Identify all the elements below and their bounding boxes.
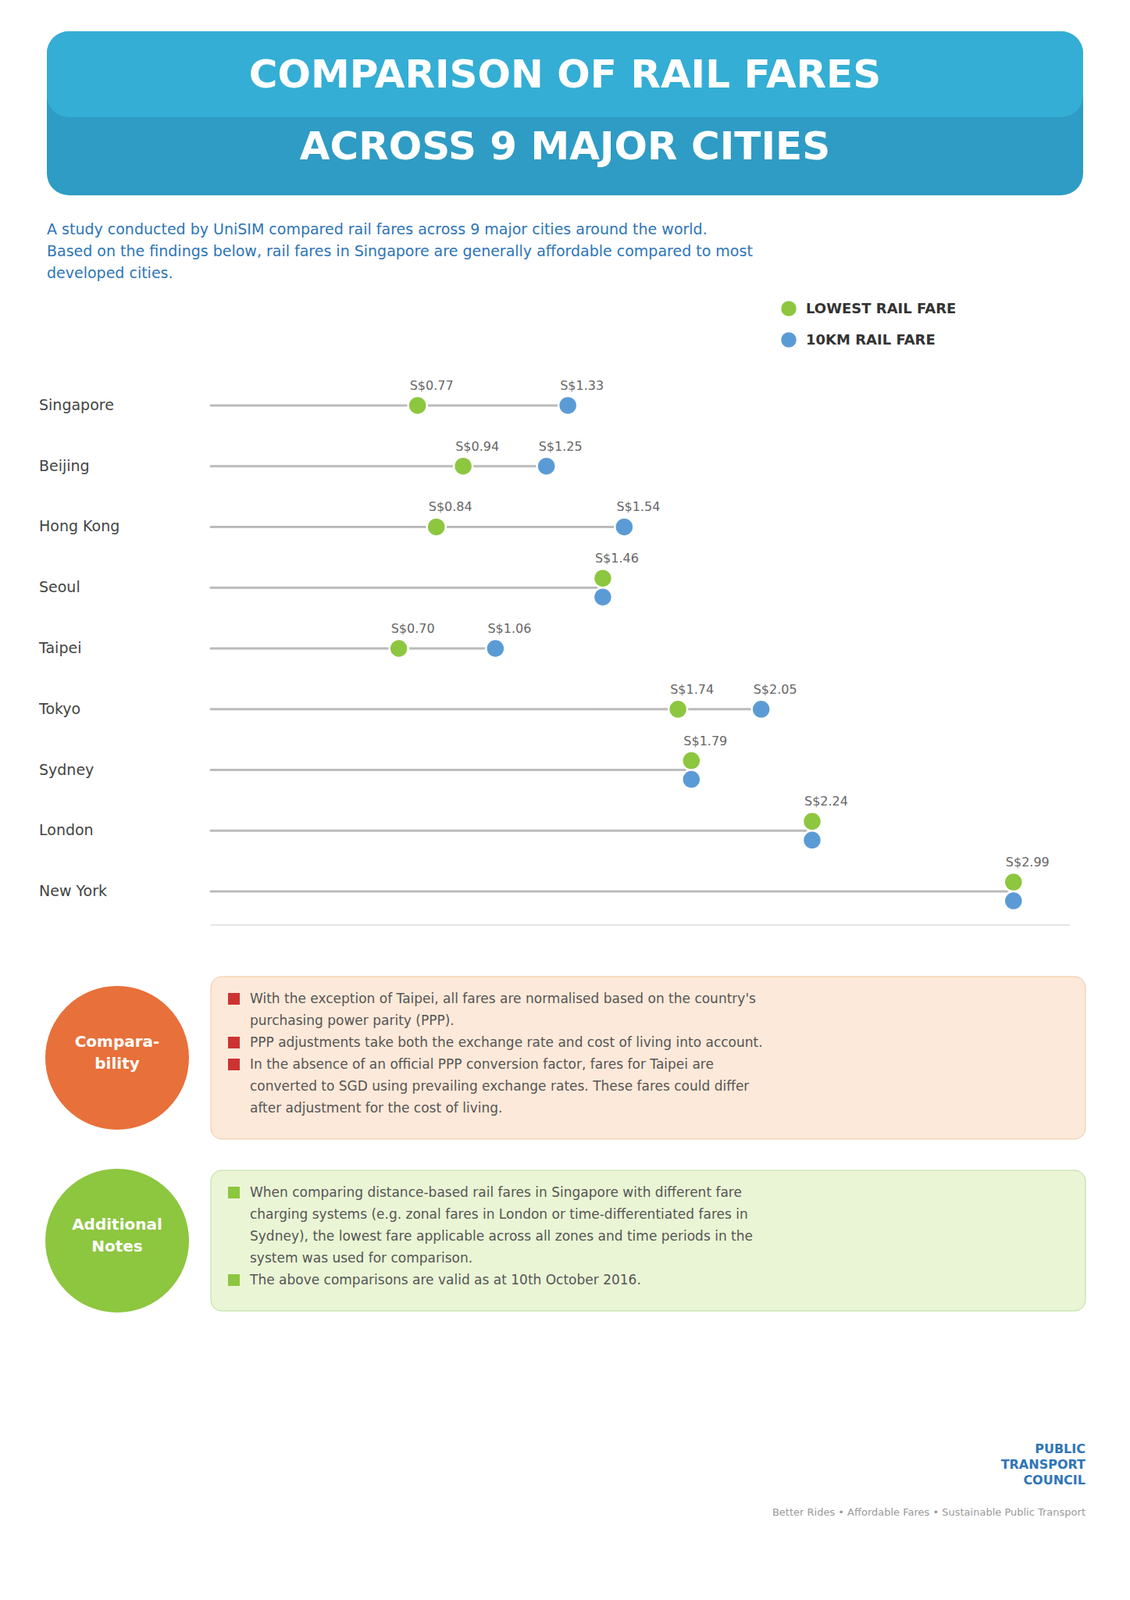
category-label: London	[39, 820, 94, 838]
note-box-bg	[210, 1169, 1086, 1311]
dot	[408, 395, 428, 415]
row-line	[210, 464, 547, 467]
note-text: purchasing power parity (PPP).	[249, 1012, 455, 1028]
title-banner	[46, 31, 1084, 196]
note-text: With the exception of Taipei, all fares …	[249, 990, 756, 1006]
data-label: S$1.25	[538, 438, 583, 454]
category-label: Hong Kong	[39, 516, 120, 535]
note-text: PPP adjustments take both the exchange r…	[249, 1033, 763, 1050]
row-line	[210, 829, 813, 832]
labels: Singapore S$0.77 S$1.33 Beijing S$0.94 S$1.25…	[38, 377, 1050, 899]
dot	[485, 638, 505, 658]
data-label: S$0.84	[428, 499, 473, 514]
title: ACROSS 9 MAJOR CITIES	[299, 123, 831, 169]
dot	[537, 456, 557, 476]
row-line	[210, 525, 624, 528]
data-label: S$0.94	[455, 438, 500, 454]
row-line	[210, 647, 496, 650]
dot	[593, 587, 613, 606]
title-banner-band	[46, 31, 1084, 118]
value-axis	[210, 924, 1070, 926]
subtitle: A study conducted by UniSIM compared rai…	[46, 220, 708, 238]
category-label: Seoul	[39, 577, 81, 596]
dot	[681, 769, 701, 789]
category-label: Sydney	[39, 760, 94, 778]
note-badge	[45, 985, 189, 1130]
legend-label: LOWEST RAIL FARE	[805, 299, 956, 317]
bullet	[228, 1058, 240, 1070]
note-box: Additional Notes When comparing distance-b…	[45, 1168, 1086, 1312]
note-heading: Compara-	[74, 1031, 161, 1051]
note-heading: Notes	[91, 1236, 143, 1255]
legend-swatch	[780, 299, 798, 318]
dot	[593, 568, 613, 588]
data-label: S$1.06	[487, 620, 532, 636]
category-label: Beijing	[39, 456, 90, 475]
data-label: S$0.77	[409, 377, 454, 393]
bullet	[228, 1036, 240, 1049]
legend-label: 10KM RAIL FARE	[805, 331, 936, 348]
dot	[802, 830, 822, 849]
subtitle: Based on the findings below, rail fares …	[46, 242, 753, 260]
legend: LOWEST RAIL FARE 10KM RAIL FARE	[780, 299, 956, 349]
note-text: after adjustment for the cost of living.	[249, 1099, 503, 1116]
dot	[389, 638, 409, 658]
logo-text: COUNCIL	[1023, 1472, 1086, 1487]
dot	[427, 516, 446, 536]
category-label: Singapore	[39, 395, 115, 414]
note-text: Sydney), the lowest fare applicable acro…	[249, 1227, 753, 1244]
note-text: system was used for comparison.	[249, 1249, 473, 1266]
data-label: S$1.46	[595, 550, 639, 566]
data-label: S$1.33	[559, 377, 604, 393]
tagline: Better Rides • Affordable Fares • Sustai…	[772, 1505, 1086, 1518]
dot	[752, 699, 771, 719]
logo-text: TRANSPORT	[1001, 1456, 1086, 1472]
subtitle: developed cities.	[46, 263, 174, 282]
bullet	[228, 992, 240, 1005]
note-text: converted to SGD using prevailing exchan…	[249, 1077, 749, 1094]
data-label: S$1.74	[670, 681, 714, 697]
note-text: In the absence of an official PPP conver…	[249, 1055, 714, 1072]
plot-area	[210, 395, 1024, 910]
row-line	[210, 768, 692, 771]
dot	[558, 395, 578, 415]
note-text: charging systems (e.g. zonal fares in Lo…	[249, 1205, 749, 1222]
data-label: S$2.05	[753, 681, 798, 697]
dot	[1004, 891, 1024, 910]
bullet	[228, 1186, 240, 1198]
legend-swatch	[780, 331, 798, 349]
row-line	[210, 403, 568, 407]
dot	[1004, 872, 1024, 892]
category-label: New York	[39, 881, 107, 899]
row-line	[210, 586, 603, 589]
note-heading: Additional	[71, 1214, 163, 1234]
note-box-bg	[210, 976, 1086, 1139]
note-box: Compara-bility With the exception of Taip…	[45, 976, 1086, 1139]
dot	[681, 751, 701, 770]
dot	[668, 699, 688, 719]
data-label: S$1.54	[616, 499, 660, 514]
data-label: S$2.99	[1005, 854, 1050, 870]
note-badge	[45, 1168, 189, 1312]
data-label: S$2.24	[804, 793, 849, 809]
category-label: Taipei	[38, 638, 82, 656]
category-label: Tokyo	[38, 699, 81, 717]
bullet	[228, 1273, 240, 1286]
note-text: When comparing distance-based rail fares…	[249, 1183, 742, 1200]
data-label: S$0.70	[391, 620, 435, 636]
dot	[802, 811, 822, 831]
note-text: The above comparisons are valid as at 10…	[249, 1271, 642, 1287]
logo-text: PUBLIC	[1034, 1440, 1086, 1456]
title: COMPARISON OF RAIL FARES	[249, 51, 882, 97]
row-line	[210, 890, 1014, 893]
dot	[453, 456, 473, 476]
infographic: COMPARISON OF RAIL FARES ACROSS 9 MAJOR C…	[0, 0, 1130, 1600]
note-heading: bility	[94, 1053, 140, 1073]
dot	[614, 516, 634, 536]
data-label: S$1.79	[683, 733, 728, 749]
